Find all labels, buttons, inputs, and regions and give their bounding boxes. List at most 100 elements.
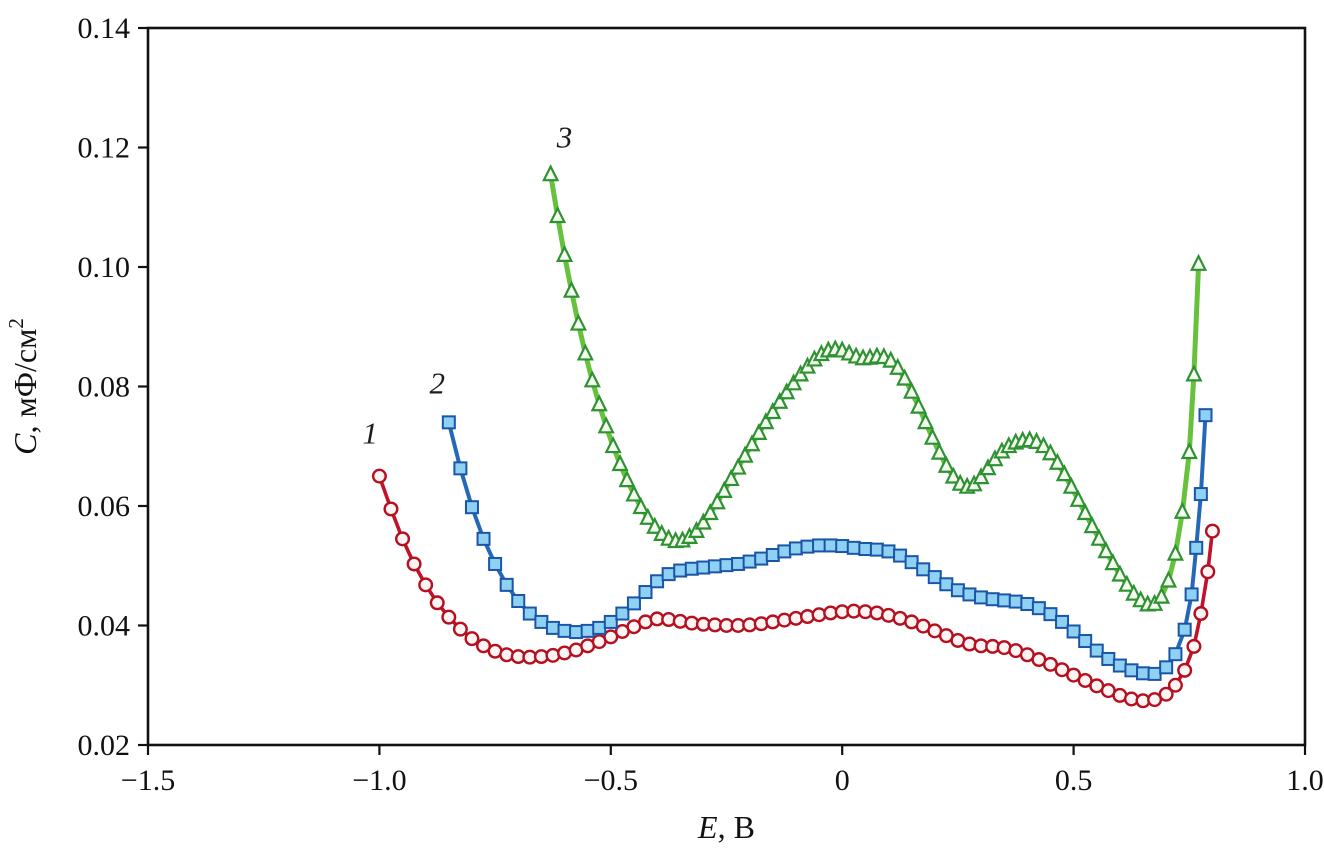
- circle-marker: [476, 638, 492, 654]
- triangle-marker: [1152, 586, 1171, 604]
- triangle-marker: [743, 434, 761, 452]
- triangle-marker: [729, 457, 747, 475]
- triangle-marker: [639, 507, 657, 525]
- y-tick-label: 0.02: [78, 729, 131, 762]
- square-marker: [557, 623, 572, 638]
- circle-marker: [1054, 662, 1070, 678]
- triangle-marker: [757, 412, 775, 430]
- square-marker: [985, 592, 1000, 607]
- series-2-label: 2: [430, 366, 446, 401]
- triangle-marker: [771, 391, 789, 409]
- square-marker: [615, 606, 630, 621]
- triangle-marker: [1166, 543, 1184, 561]
- circle-marker: [383, 501, 399, 517]
- triangle-marker: [903, 381, 921, 399]
- square-marker: [650, 574, 665, 589]
- triangle-marker: [583, 370, 601, 388]
- x-tick-label: 1.0: [1286, 764, 1324, 797]
- triangle-marker: [1034, 435, 1053, 454]
- square-marker: [1020, 596, 1035, 611]
- x-tick-label: −1.5: [121, 764, 175, 797]
- square-marker: [684, 561, 699, 576]
- triangle-marker: [1076, 502, 1094, 521]
- triangle-marker: [909, 396, 928, 414]
- triangle-marker: [896, 368, 914, 386]
- triangle-marker: [923, 427, 942, 445]
- square-marker: [1147, 666, 1162, 681]
- square-marker: [569, 625, 584, 640]
- x-tick-label: −1.0: [352, 764, 406, 797]
- square-marker: [1184, 587, 1199, 602]
- square-marker: [754, 551, 769, 566]
- circle-marker: [1193, 606, 1209, 622]
- triangle-marker: [590, 394, 608, 412]
- square-marker: [696, 560, 711, 575]
- square-marker: [1136, 666, 1151, 681]
- square-marker: [476, 531, 491, 546]
- triangle-marker: [562, 280, 581, 298]
- square-marker: [534, 614, 549, 629]
- square-marker: [1168, 647, 1183, 662]
- triangle-marker: [1097, 541, 1115, 559]
- square-marker: [800, 539, 815, 554]
- circle-marker: [429, 595, 445, 611]
- triangle-marker: [764, 401, 782, 420]
- square-marker: [835, 539, 850, 554]
- triangle-marker: [646, 516, 664, 534]
- triangle-marker: [979, 458, 997, 476]
- triangle-marker: [972, 467, 990, 485]
- square-marker: [661, 567, 676, 582]
- triangle-marker: [1125, 583, 1143, 601]
- square-marker: [974, 590, 989, 605]
- square-marker: [1055, 614, 1070, 629]
- series-1: 1: [362, 415, 1220, 709]
- circle-marker: [1204, 523, 1220, 539]
- triangle-marker: [708, 492, 726, 510]
- square-marker: [765, 547, 780, 562]
- square-marker: [626, 596, 641, 611]
- triangle-marker: [1180, 441, 1198, 460]
- square-marker: [788, 541, 803, 556]
- triangle-marker: [1069, 489, 1087, 507]
- square-marker: [488, 556, 503, 571]
- y-tick-label: 0.08: [78, 371, 131, 404]
- y-tick-label: 0.14: [78, 12, 131, 45]
- square-marker: [673, 563, 688, 578]
- square-marker: [997, 593, 1012, 608]
- square-marker: [1159, 660, 1174, 675]
- triangle-marker: [916, 412, 935, 430]
- square-marker: [962, 587, 977, 602]
- triangle-marker: [1118, 574, 1136, 592]
- square-marker: [1043, 607, 1058, 622]
- square-marker: [1078, 634, 1093, 649]
- square-marker: [939, 577, 954, 592]
- square-marker: [869, 542, 884, 557]
- circle-marker: [464, 631, 480, 647]
- y-tick-label: 0.10: [78, 251, 131, 284]
- square-marker: [1008, 594, 1023, 609]
- square-marker: [1031, 601, 1046, 616]
- square-marker: [545, 620, 560, 635]
- triangle-marker: [701, 502, 719, 521]
- series-3-label: 3: [556, 120, 573, 155]
- square-marker: [1066, 624, 1081, 639]
- triangle-marker: [1189, 253, 1208, 271]
- circle-marker: [1077, 672, 1093, 688]
- square-marker: [592, 620, 607, 635]
- triangle-marker: [618, 470, 636, 488]
- triangle-marker: [722, 468, 740, 487]
- triangle-marker: [750, 422, 768, 441]
- y-axis-label: C, мФ/см2: [4, 318, 43, 455]
- circle-marker: [1158, 686, 1174, 702]
- square-marker: [453, 461, 468, 476]
- square-marker: [1124, 663, 1139, 678]
- triangle-marker: [1062, 476, 1080, 494]
- y-tick-label: 0.12: [78, 132, 131, 165]
- triangle-marker: [1159, 570, 1178, 588]
- circle-marker: [395, 531, 411, 547]
- circle-marker: [1042, 656, 1058, 672]
- triangle-marker: [1090, 528, 1108, 546]
- y-tick-label: 0.04: [78, 610, 131, 643]
